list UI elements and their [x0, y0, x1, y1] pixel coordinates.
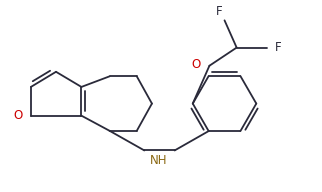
Text: F: F: [275, 41, 281, 54]
Text: F: F: [216, 5, 223, 18]
Text: O: O: [191, 58, 200, 71]
Text: O: O: [13, 109, 23, 122]
Text: NH: NH: [150, 154, 168, 167]
